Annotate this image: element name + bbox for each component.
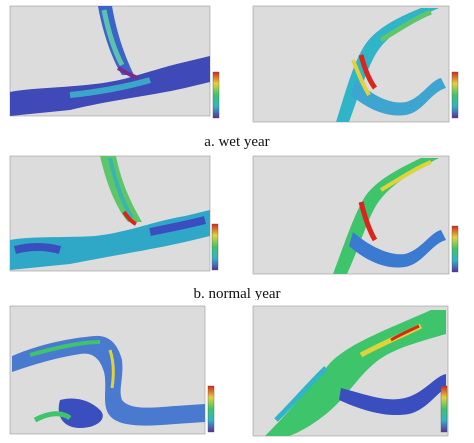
dry-year-right-plot	[241, 300, 474, 443]
wet-left-map	[9, 5, 220, 119]
normal-left-map	[9, 155, 219, 272]
caption-wet-year: a. wet year	[204, 134, 270, 150]
normal-year-left-plot	[0, 150, 233, 280]
wet-year-right-plot	[241, 0, 474, 128]
dry-right-map	[252, 305, 449, 437]
normal-right-map	[252, 155, 459, 275]
wet-year-left-plot	[0, 0, 233, 128]
dry-left-map	[9, 305, 215, 435]
caption-normal-year: b. normal year	[193, 286, 281, 302]
normal-year-right-plot	[241, 150, 474, 280]
wet-right-map	[252, 5, 459, 123]
dry-year-left-plot	[0, 300, 233, 443]
